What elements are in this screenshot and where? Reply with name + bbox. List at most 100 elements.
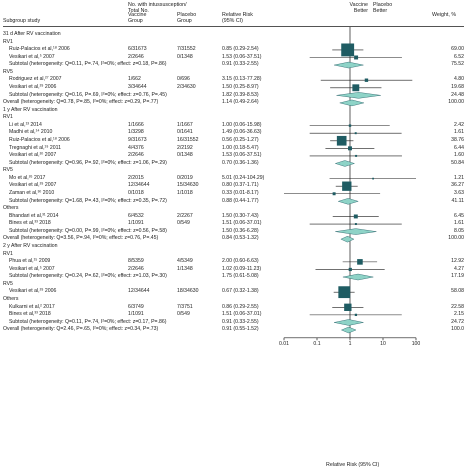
weight-value: 41.11 bbox=[451, 197, 464, 204]
relative-risk-value: 0.80 (0.37-1.71) bbox=[222, 182, 259, 189]
point-estimate-marker bbox=[341, 43, 355, 57]
group-label: Others bbox=[3, 295, 19, 302]
study-label: Bines et al,³³ 2018 bbox=[9, 220, 51, 227]
weight-value: 100.00 bbox=[448, 99, 464, 106]
rows-layer bbox=[284, 27, 416, 338]
weight-value: 2.42 bbox=[453, 121, 464, 128]
overall-diamond bbox=[340, 326, 357, 334]
vaccine-events: 0/1018 bbox=[128, 189, 144, 196]
vaccine-events: 12/34644 bbox=[128, 288, 150, 295]
weight-value: 6.44 bbox=[453, 144, 464, 151]
vaccine-events: 9/31673 bbox=[128, 136, 147, 143]
weight-value: 22.58 bbox=[451, 303, 464, 310]
relative-risk-value: 3.15 (0.13-77.28) bbox=[222, 76, 262, 83]
placebo-events: 1/1667 bbox=[177, 121, 193, 128]
relative-risk-value: 1.53 (0.06-37.51) bbox=[222, 53, 262, 60]
relative-risk-value: 5.01 (0.24-104.29) bbox=[222, 174, 265, 181]
study-label: Li et al,¹³ 2014 bbox=[9, 121, 42, 128]
weight-value: 4.27 bbox=[453, 265, 464, 272]
relative-risk-value: 1.49 (0.06-36.63) bbox=[222, 129, 262, 136]
relative-risk-value: 1.50 (0.36-6.28) bbox=[222, 227, 259, 234]
header-placebo-better: Placebo Better bbox=[373, 2, 393, 15]
study-label: Vesikari et al,⁵ 2007 bbox=[9, 53, 55, 60]
weight-value: 58.08 bbox=[451, 288, 464, 295]
weight-value: 4.80 bbox=[453, 76, 464, 83]
placebo-events: 7/3751 bbox=[177, 303, 193, 310]
point-estimate-marker bbox=[354, 55, 359, 60]
subtotal-label: Subtotal (heterogeneity: Q=0.16, P=.69, … bbox=[9, 91, 167, 98]
group-label: RV5 bbox=[3, 68, 13, 75]
relative-risk-value: 1.00 (0.06-15.98) bbox=[222, 121, 262, 128]
study-label: Rodriguez et al,²⁷ 2007 bbox=[9, 76, 62, 83]
placebo-events: 0/2019 bbox=[177, 174, 193, 181]
subtotal-label: Subtotal (heterogeneity: Q=0.00, P=.99, … bbox=[9, 227, 167, 234]
section-label: 31 d After RV vaccination bbox=[3, 31, 61, 37]
vaccine-events: 2/2646 bbox=[128, 265, 144, 272]
weight-value: 24.48 bbox=[451, 91, 464, 98]
point-estimate-marker bbox=[332, 192, 336, 196]
weight-value: 6.45 bbox=[453, 212, 464, 219]
weight-value: 1.61 bbox=[453, 220, 464, 227]
study-label: Vesikari et al,²⁹ 2006 bbox=[9, 288, 57, 295]
vaccine-events: 1/1091 bbox=[128, 220, 144, 227]
vaccine-events: 1/3298 bbox=[128, 129, 144, 136]
x-tick-label: 0.01 bbox=[278, 340, 289, 347]
point-estimate-marker bbox=[353, 214, 358, 219]
relative-risk-value: 0.56 (0.25-1.27) bbox=[222, 136, 259, 143]
subtotal-label: Subtotal (heterogeneity: Q=0.11, P=.74, … bbox=[9, 61, 167, 68]
relative-risk-value: 2.00 (0.60-6.63) bbox=[222, 258, 259, 265]
placebo-events: 2/34630 bbox=[177, 83, 196, 90]
vaccine-events: 6/4532 bbox=[128, 212, 144, 219]
relative-risk-value: 0.84 (0.53-1.32) bbox=[222, 235, 259, 242]
weight-value: 12.92 bbox=[451, 258, 464, 265]
section-label: 1 y After RV vaccination bbox=[3, 106, 58, 113]
subtotal-label: Subtotal (heterogeneity: Q=0.96, P=.92, … bbox=[9, 159, 167, 166]
placebo-events: 15/34630 bbox=[177, 182, 199, 189]
placebo-events: 0/696 bbox=[177, 76, 190, 83]
point-estimate-marker bbox=[348, 124, 352, 127]
relative-risk-value: 0.67 (0.32-1.38) bbox=[222, 288, 259, 295]
vaccine-events: 4/4376 bbox=[128, 144, 144, 151]
weight-value: 38.76 bbox=[451, 136, 464, 143]
relative-risk-value: 0.91 (0.33-2.55) bbox=[222, 318, 259, 325]
overall-label: Overall (heterogeneity: Q=2.46, P=.65, I… bbox=[3, 326, 159, 333]
relative-risk-value: 0.85 (0.29-2.54) bbox=[222, 46, 259, 53]
relative-risk-value: 0.33 (0.01-8.17) bbox=[222, 189, 259, 196]
placebo-events: 0/1348 bbox=[177, 53, 193, 60]
subtotal-diamond bbox=[334, 319, 364, 326]
study-label: Vesikari et al,²⁹ 2006 bbox=[9, 83, 57, 90]
weight-value: 36.27 bbox=[451, 182, 464, 189]
study-label: Phua et al,¹⁵ 2009 bbox=[9, 258, 51, 265]
header-study: Subgroup study bbox=[3, 18, 41, 24]
point-estimate-marker bbox=[342, 181, 352, 191]
relative-risk-value: 1.75 (0.61-5.08) bbox=[222, 273, 259, 280]
placebo-events: 0/549 bbox=[177, 220, 190, 227]
group-label: RV1 bbox=[3, 38, 13, 45]
placebo-events: 18/34630 bbox=[177, 288, 199, 295]
placebo-events: 0/549 bbox=[177, 311, 190, 318]
overall-diamond bbox=[340, 235, 355, 243]
x-tick-label: 100 bbox=[411, 340, 421, 347]
study-label: Kulkarni et al,² 2017 bbox=[9, 303, 55, 310]
placebo-events: 1/1348 bbox=[177, 265, 193, 272]
weight-value: 3.63 bbox=[453, 189, 464, 196]
relative-risk-value: 1.00 (0.18-5.47) bbox=[222, 144, 259, 151]
subtotal-label: Subtotal (heterogeneity: Q=1.68, P=.43, … bbox=[9, 197, 167, 204]
point-estimate-marker bbox=[354, 132, 357, 135]
x-tick-label: 0.1 bbox=[313, 340, 321, 347]
study-label: Vesikari et al,²⁹ 2007 bbox=[9, 182, 57, 189]
axis-layer bbox=[283, 337, 417, 341]
vaccine-events: 2/2015 bbox=[128, 174, 144, 181]
group-label: RV1 bbox=[3, 250, 13, 257]
study-label: Madhi et al,¹⁴ 2010 bbox=[9, 129, 53, 136]
relative-risk-value: 0.70 (0.36-1.36) bbox=[222, 159, 259, 166]
relative-risk-value: 1.51 (0.06-37.01) bbox=[222, 220, 262, 227]
study-label: Bines et al,³³ 2018 bbox=[9, 311, 51, 318]
relative-risk-value: 0.91 (0.55-1.52) bbox=[222, 326, 259, 333]
header-weight: Weight, % bbox=[432, 12, 457, 18]
relative-risk-value: 1.50 (0.30-7.43) bbox=[222, 212, 259, 219]
study-label: Ruiz-Palacios et al,¹⁸ 2006 bbox=[9, 46, 70, 53]
point-estimate-marker bbox=[348, 267, 352, 272]
subtotal-label: Subtotal (heterogeneity: Q=0.11, P=.74, … bbox=[9, 318, 167, 325]
placebo-events: 0/1348 bbox=[177, 152, 193, 159]
